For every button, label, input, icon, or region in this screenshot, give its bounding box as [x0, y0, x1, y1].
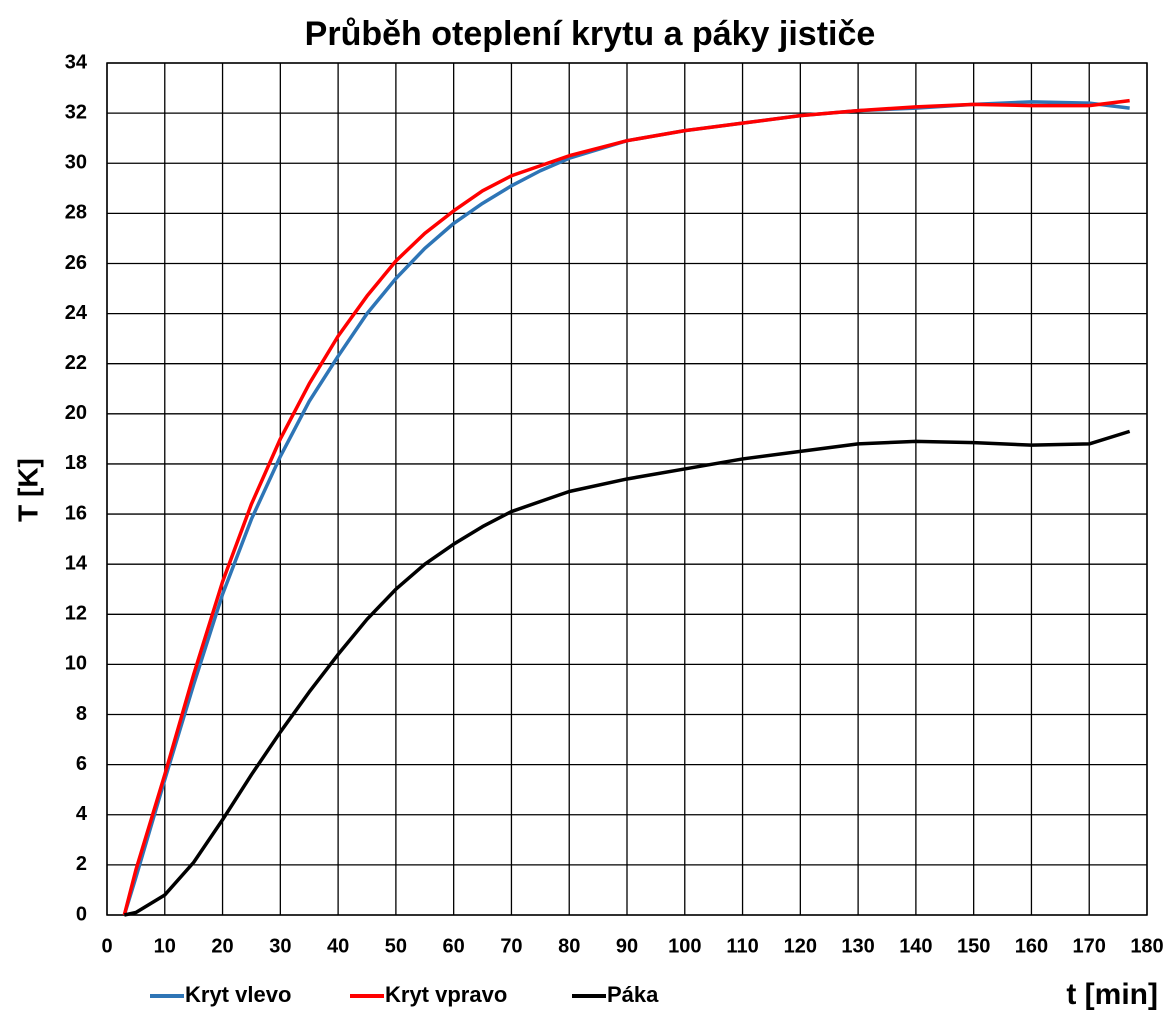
y-tick-label: 14: [65, 552, 88, 574]
y-tick-label: 6: [76, 753, 87, 775]
chart-title: Průběh oteplení krytu a páky jističe: [305, 15, 876, 53]
x-tick-label: 110: [726, 935, 758, 957]
y-tick-label: 2: [76, 853, 87, 875]
series-line: [123, 429, 1131, 917]
legend-label: Kryt vlevo: [185, 982, 291, 1007]
y-tick-label: 12: [65, 603, 87, 625]
y-tick-label: 22: [65, 352, 87, 374]
x-tick-label: 70: [500, 935, 522, 957]
y-tick-label: 32: [65, 101, 87, 123]
y-tick-label: 18: [65, 452, 87, 474]
x-tick-label: 180: [1130, 935, 1163, 957]
y-tick-label: 20: [65, 402, 87, 424]
y-tick-label: 4: [76, 803, 88, 825]
x-tick-label: 120: [784, 935, 817, 957]
x-tick-label: 130: [841, 935, 874, 957]
y-tick-label: 28: [65, 202, 87, 224]
y-axis-label: T [K]: [12, 458, 43, 522]
plot-border: [106, 62, 1148, 916]
series-line: [122, 98, 1130, 916]
x-tick-label: 0: [101, 935, 112, 957]
y-tick-label: 10: [65, 653, 87, 675]
y-tick-label: 0: [76, 903, 87, 925]
x-tick-label: 100: [668, 935, 701, 957]
x-tick-label: 40: [327, 935, 349, 957]
legend-label: Kryt vpravo: [385, 982, 507, 1007]
x-tick-label: 80: [558, 935, 580, 957]
x-tick-label: 90: [616, 935, 638, 957]
y-tick-label: 30: [65, 152, 87, 174]
y-tick-label: 16: [65, 502, 87, 524]
x-tick-label: 30: [269, 935, 291, 957]
x-tick-label: 20: [211, 935, 233, 957]
y-tick-label: 34: [65, 51, 88, 73]
y-tick-label: 24: [65, 302, 88, 324]
y-tick-label: 26: [65, 252, 87, 274]
x-tick-label: 10: [154, 935, 176, 957]
x-tick-label: 150: [957, 935, 990, 957]
y-tick-label: 8: [76, 703, 87, 725]
x-tick-label: 160: [1015, 935, 1048, 957]
x-tick-label: 60: [443, 935, 465, 957]
x-tick-label: 140: [899, 935, 932, 957]
x-tick-label: 50: [385, 935, 407, 957]
x-tick-label: 170: [1073, 935, 1106, 957]
x-axis-label: t [min]: [1066, 978, 1158, 1010]
legend-label: Páka: [607, 982, 659, 1007]
